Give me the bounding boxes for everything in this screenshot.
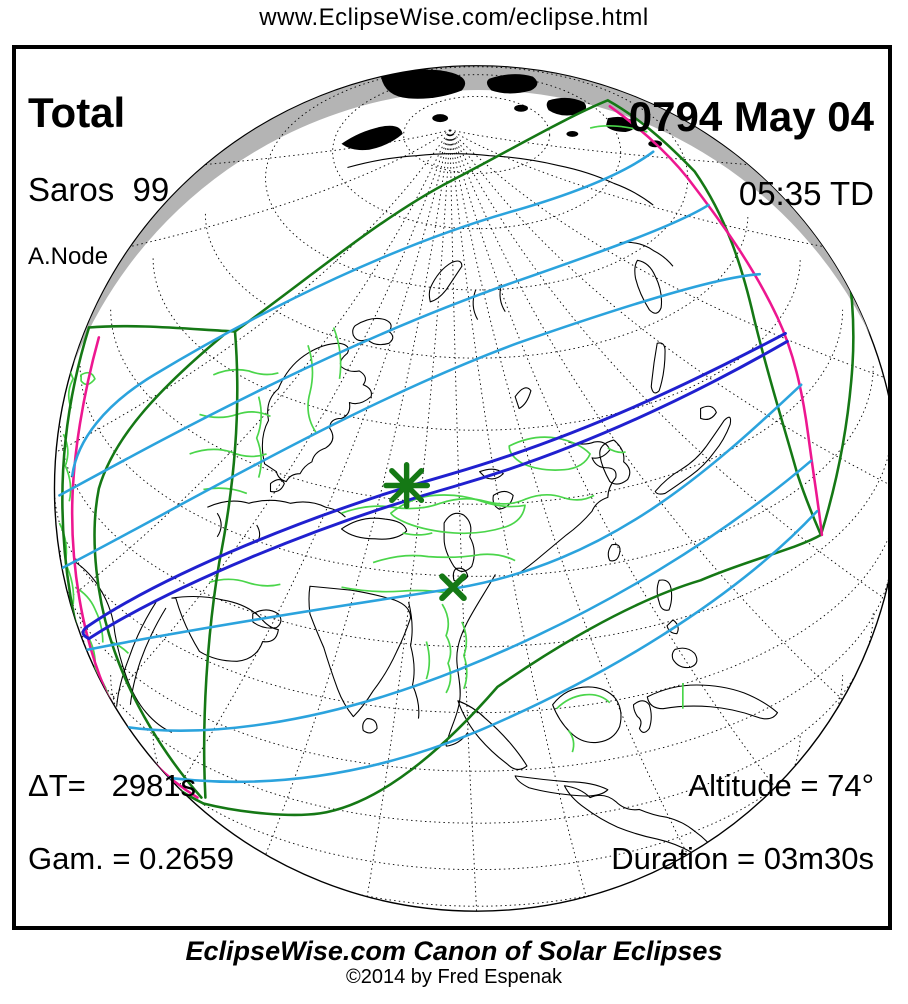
delta-t-value: ΔT= 2981s <box>28 767 197 803</box>
greatest-eclipse-marker <box>383 462 431 509</box>
coastlines <box>72 153 779 858</box>
eclipse-globe-map <box>53 65 888 912</box>
greatest-duration-marker <box>439 573 467 602</box>
graticule <box>54 66 888 912</box>
eclipse-date: 0794 May 04 <box>628 92 874 140</box>
saros-label: Saros 99 <box>28 170 170 208</box>
west-inner-limit-a <box>93 334 225 799</box>
eclipse-map-frame: Total Saros 99 A.Node 0794 May 04 05:35 … <box>12 45 892 930</box>
sunset-curve <box>608 104 824 537</box>
eclipse-type-label: Total <box>28 88 126 136</box>
magnitude-contours <box>56 150 819 784</box>
central-path <box>81 331 789 641</box>
canon-title: EclipseWise.com Canon of Solar Eclipses <box>185 936 723 966</box>
node-label: A.Node <box>28 243 109 271</box>
altitude-value: Altitude = 74° <box>688 767 874 803</box>
gamma-value: Gam. = 0.2659 <box>28 841 234 877</box>
duration-value: Duration = 03m30s <box>611 841 874 877</box>
eclipse-time: 05:35 TD <box>738 174 874 212</box>
southern-limit <box>202 533 823 817</box>
page-url: www.EclipseWise.com/eclipse.html <box>259 4 649 31</box>
night-shade-crescent <box>73 66 871 366</box>
copyright: ©2014 by Fred Espenak <box>346 966 562 988</box>
